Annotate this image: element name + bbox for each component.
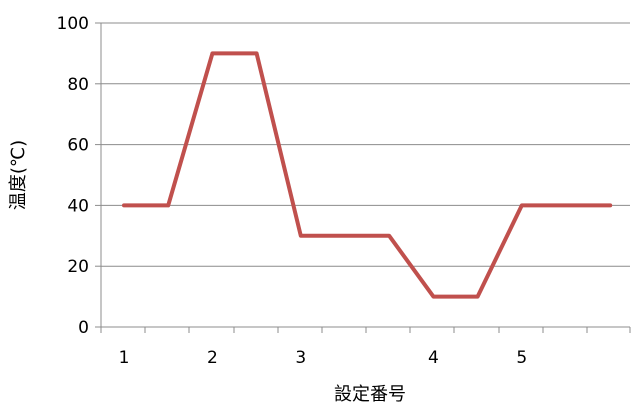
- x-tick-labels: 1 2 3 4 5: [119, 348, 528, 368]
- data-point-4: [299, 234, 303, 238]
- series-lines: [122, 51, 613, 299]
- y-tick-label: 60: [67, 136, 89, 156]
- y-tick-label: 0: [78, 318, 89, 338]
- data-point-9: [608, 203, 612, 207]
- data-point-7: [476, 295, 480, 299]
- x-minor-ticks: [100, 327, 631, 333]
- y-tick-label: 20: [67, 257, 89, 277]
- data-point-2: [210, 51, 214, 55]
- y-tick-label: 40: [67, 196, 89, 216]
- data-point-8: [520, 203, 524, 207]
- y-tick-labels: 0 20 40 60 80 100: [57, 14, 89, 338]
- grid-lines: [95, 22, 630, 328]
- y-tick-label: 100: [57, 14, 89, 34]
- x-axis-title: 設定番号: [334, 384, 406, 405]
- data-point-6: [431, 295, 435, 299]
- x-tick-label: 1: [119, 348, 130, 368]
- data-point-5: [387, 234, 391, 238]
- y-axis-title: 温度(℃): [8, 140, 29, 210]
- y-tick-label: 80: [67, 75, 89, 95]
- data-point-1: [166, 203, 170, 207]
- data-point-3: [255, 51, 259, 55]
- data-point-0: [122, 203, 126, 207]
- x-tick-label: 3: [295, 348, 306, 368]
- series-line-0: [122, 51, 613, 299]
- x-tick-label: 4: [428, 348, 439, 368]
- x-tick-label: 2: [207, 348, 218, 368]
- x-tick-label: 5: [516, 348, 527, 368]
